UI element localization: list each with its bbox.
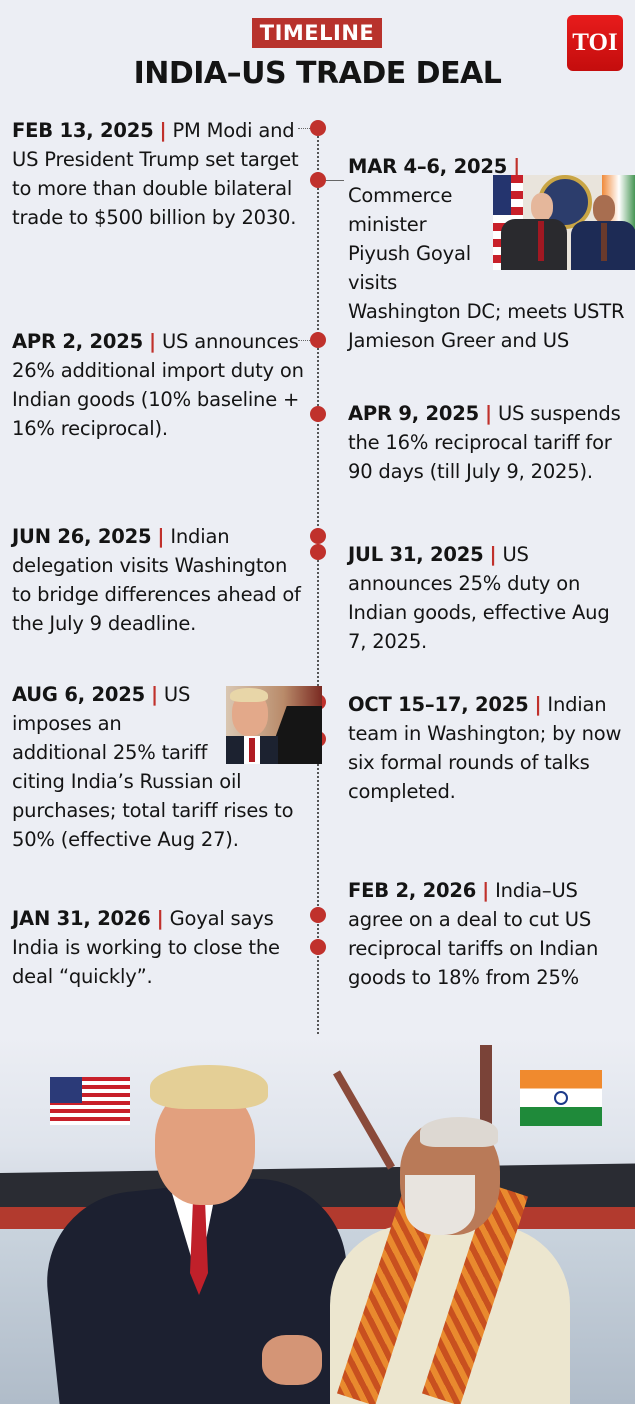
separator: | xyxy=(157,525,165,548)
entry-date: FEB 2, 2026 xyxy=(348,879,477,902)
timeline-dot xyxy=(310,544,326,560)
timeline-dot xyxy=(310,120,326,136)
entry-date: AUG 6, 2025 xyxy=(12,683,145,706)
connector xyxy=(322,180,344,181)
separator: | xyxy=(159,119,167,142)
timeline-entry: APR 2, 2025 | US announces 26% additiona… xyxy=(12,327,308,443)
timeline-dot xyxy=(310,332,326,348)
timeline-dot xyxy=(310,939,326,955)
entry-date: JAN 31, 2026 xyxy=(12,907,151,930)
entry-date: OCT 15–17, 2025 xyxy=(348,693,529,716)
separator: | xyxy=(482,879,490,902)
separator: | xyxy=(156,907,164,930)
separator: | xyxy=(534,693,542,716)
separator: | xyxy=(150,683,158,706)
entry-date: APR 2, 2025 xyxy=(12,330,144,353)
timeline-entry: JAN 31, 2026 | Goyal says India is worki… xyxy=(12,904,308,991)
timeline-dot xyxy=(310,528,326,544)
separator: | xyxy=(513,155,520,178)
connector xyxy=(298,340,312,341)
entry-text: India–US agree on a deal to cut US recip… xyxy=(348,879,599,989)
timeline-entry: FEB 2, 2026 | India–US agree on a deal t… xyxy=(348,876,628,992)
timeline-dot xyxy=(310,406,326,422)
timeline-entry: JUL 31, 2025 | US announces 25% duty on … xyxy=(348,540,628,656)
entry-date: MAR 4–6, 2025 xyxy=(348,155,508,178)
india-flag-icon xyxy=(520,1070,602,1126)
timeline-tag: TIMELINE xyxy=(252,18,382,48)
entry-text: Goyal says India is working to close the… xyxy=(12,907,280,988)
entry-text: Indian delegation visits Washington to b… xyxy=(12,525,301,635)
separator: | xyxy=(485,402,492,425)
timeline-axis xyxy=(317,128,319,1078)
timeline-entry: JUN 26, 2025 | Indian delegation visits … xyxy=(12,522,308,638)
entry-text: US suspends the 16% reciprocal tariff fo… xyxy=(348,402,621,483)
separator: | xyxy=(149,330,156,353)
page-title: INDIA–US TRADE DEAL xyxy=(133,56,502,91)
entry-text: US imposes an additional 25% tariff citi… xyxy=(12,683,294,851)
entry-text: US announces 26% additional import duty … xyxy=(12,330,304,440)
goyal-greer-photo xyxy=(493,175,635,270)
timeline-dot xyxy=(310,172,326,188)
timeline-entry: APR 9, 2025 | US suspends the 16% recipr… xyxy=(348,399,628,486)
timeline-entry: FEB 13, 2025 | PM Modi and US President … xyxy=(12,116,308,232)
entry-text: US announces 25% duty on Indian goods, e… xyxy=(348,543,610,653)
entry-text: Commerce minister Piyush Goyal visits Wa… xyxy=(348,184,625,352)
entry-text: Indian team in Washington; by now six fo… xyxy=(348,693,622,803)
toi-logo: TOI xyxy=(567,15,623,71)
trump-photo xyxy=(226,686,322,764)
entry-text: PM Modi and US President Trump set targe… xyxy=(12,119,299,229)
separator: | xyxy=(489,543,497,566)
entry-date: JUN 26, 2025 xyxy=(12,525,152,548)
entry-date: APR 9, 2025 xyxy=(348,402,480,425)
timeline-dot xyxy=(310,907,326,923)
us-flag-icon xyxy=(50,1077,130,1125)
timeline-entry: MAR 4–6, 2025 | Commerce minister Piyush… xyxy=(348,152,635,355)
leaders-handshake-photo xyxy=(0,1035,635,1404)
entry-date: JUL 31, 2025 xyxy=(348,543,484,566)
timeline-entry: OCT 15–17, 2025 | Indian team in Washing… xyxy=(348,690,628,806)
timeline-entry: AUG 6, 2025 | US imposes an additional 2… xyxy=(12,680,322,854)
connector xyxy=(298,128,312,129)
entry-date: FEB 13, 2025 xyxy=(12,119,154,142)
